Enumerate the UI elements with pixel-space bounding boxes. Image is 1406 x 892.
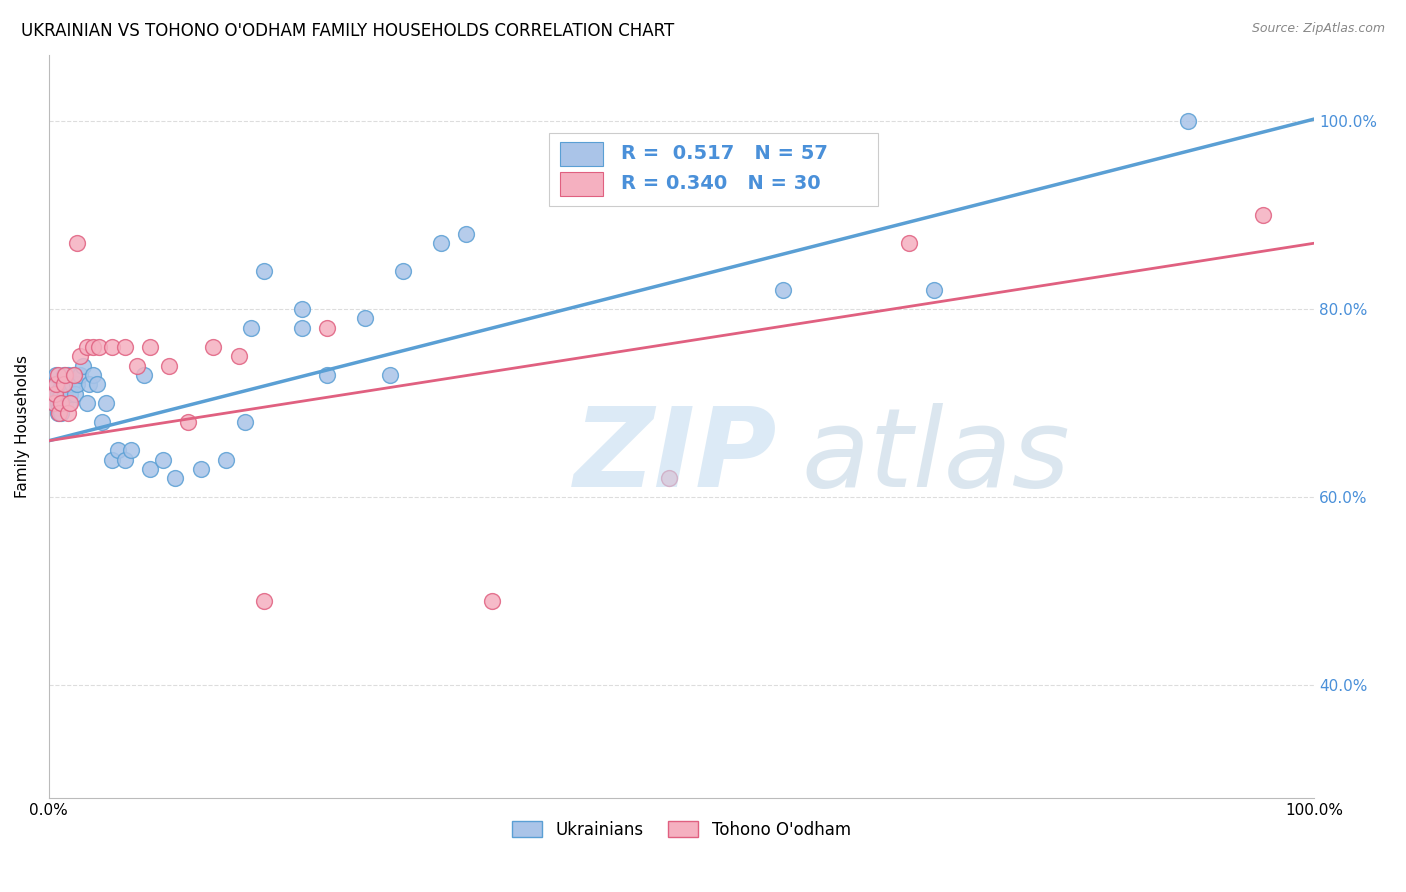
Point (48, 405, 70, 419)
Point (48, 392, 70, 406)
Point (228, 349, 250, 363)
Point (51, 396, 73, 410)
Point (49, 382, 72, 396)
Point (772, 283, 794, 297)
Point (51, 386, 73, 401)
Point (82, 368, 104, 382)
Point (1177, 114, 1199, 128)
Point (46, 396, 69, 410)
Point (898, 236, 921, 251)
Point (72, 359, 94, 373)
Point (253, 593, 276, 607)
Point (45, 377, 67, 392)
Point (132, 368, 155, 382)
Text: R = 0.340   N = 30: R = 0.340 N = 30 (620, 174, 820, 194)
Point (215, 452, 238, 467)
Point (63, 368, 86, 382)
Legend: Ukrainians, Tohono O'odham: Ukrainians, Tohono O'odham (505, 814, 858, 846)
Point (59, 396, 82, 410)
Point (51, 396, 73, 410)
Point (69, 368, 91, 382)
Point (152, 452, 174, 467)
Text: Source: ZipAtlas.com: Source: ZipAtlas.com (1251, 22, 1385, 36)
Point (114, 340, 136, 354)
Point (52, 368, 75, 382)
Point (157, 359, 180, 373)
Point (58, 396, 80, 410)
Point (165, 471, 187, 485)
Point (65, 236, 87, 251)
Point (456, 227, 478, 241)
Point (658, 471, 681, 485)
Point (44, 386, 66, 401)
Point (56, 405, 79, 419)
Point (924, 283, 946, 297)
Point (76, 340, 98, 354)
Point (59, 386, 82, 401)
Point (1253, 208, 1275, 222)
Point (63, 368, 86, 382)
Point (202, 340, 225, 354)
Point (139, 462, 162, 476)
Point (89, 340, 111, 354)
Point (65, 377, 87, 392)
Point (120, 443, 142, 458)
Point (55, 377, 77, 392)
Point (354, 311, 377, 326)
Point (42, 396, 65, 410)
Text: atlas: atlas (801, 403, 1070, 510)
Point (481, 593, 503, 607)
Point (46, 368, 69, 382)
Point (44, 386, 66, 401)
Point (94, 396, 117, 410)
Point (90, 415, 112, 429)
Point (45, 377, 67, 392)
Point (233, 415, 256, 429)
Point (52, 377, 75, 392)
Point (139, 340, 162, 354)
FancyBboxPatch shape (548, 133, 877, 206)
Point (380, 368, 402, 382)
Point (53, 396, 76, 410)
Point (53, 386, 76, 401)
Point (107, 443, 129, 458)
Point (127, 359, 149, 373)
Point (291, 321, 314, 335)
Point (65, 386, 87, 401)
Point (240, 321, 263, 335)
Text: ZIP: ZIP (574, 403, 778, 510)
Point (52, 377, 75, 392)
FancyBboxPatch shape (560, 142, 603, 166)
Point (60, 377, 83, 392)
Point (69, 349, 91, 363)
Point (48, 401, 70, 415)
Point (101, 340, 124, 354)
Text: R =  0.517   N = 57: R = 0.517 N = 57 (620, 145, 828, 163)
Point (316, 368, 339, 382)
Point (291, 301, 314, 316)
Point (51, 405, 73, 419)
Point (45, 368, 67, 382)
Text: UKRAINIAN VS TOHONO O'ODHAM FAMILY HOUSEHOLDS CORRELATION CHART: UKRAINIAN VS TOHONO O'ODHAM FAMILY HOUSE… (21, 22, 675, 40)
Point (53, 368, 76, 382)
Point (392, 264, 415, 278)
Point (101, 452, 124, 467)
Point (77, 377, 100, 392)
Point (42, 396, 65, 410)
Point (114, 452, 136, 467)
Point (430, 236, 453, 251)
Y-axis label: Family Households: Family Households (15, 355, 30, 498)
Point (177, 415, 200, 429)
Point (82, 340, 104, 354)
FancyBboxPatch shape (560, 172, 603, 195)
Point (76, 396, 98, 410)
Point (190, 462, 212, 476)
Point (46, 405, 69, 419)
Point (46, 386, 69, 401)
Point (56, 368, 79, 382)
Point (253, 264, 276, 278)
Point (86, 377, 108, 392)
Point (316, 321, 339, 335)
